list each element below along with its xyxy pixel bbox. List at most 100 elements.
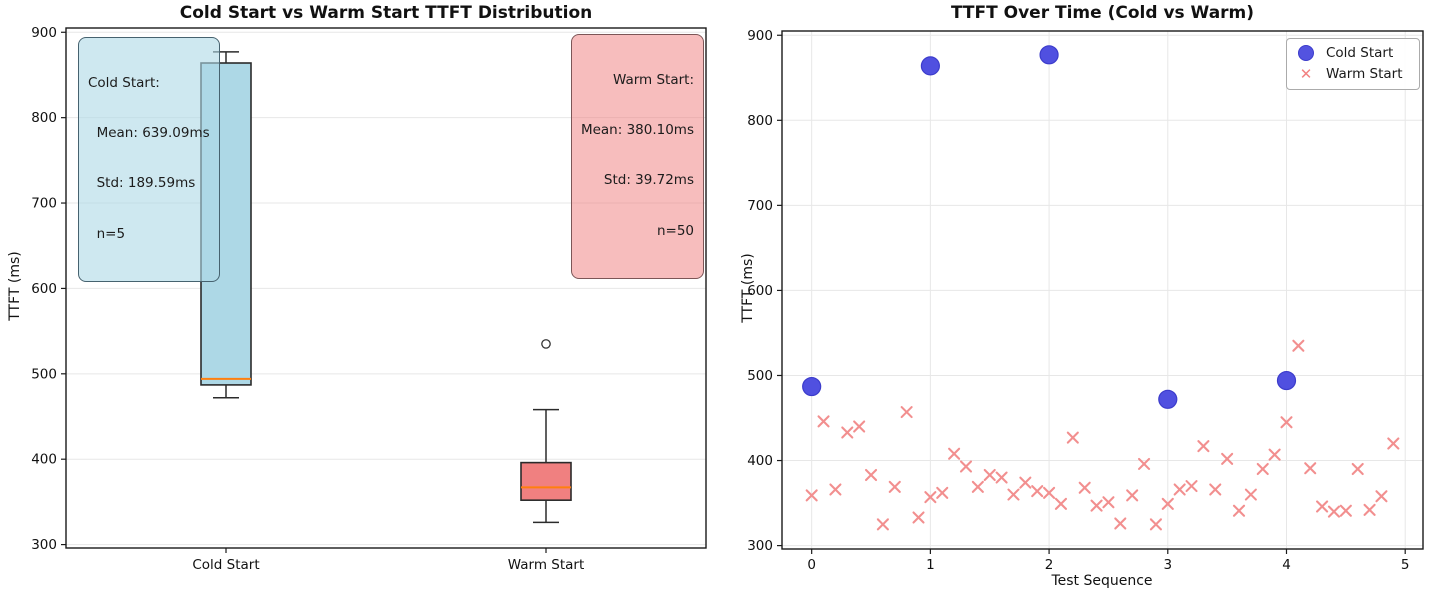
category-tick-label: Cold Start <box>192 557 259 573</box>
scatter-point-warm <box>1114 517 1127 530</box>
scatter-point-warm <box>1078 481 1091 494</box>
scatter-point-warm <box>1161 497 1174 510</box>
scatter-point-warm <box>1375 490 1388 503</box>
scatter-point-warm <box>1043 486 1056 499</box>
scatter-point-warm <box>1019 476 1032 489</box>
y-tick-label: 800 <box>31 110 57 126</box>
scatter-title: TTFT Over Time (Cold vs Warm) <box>950 3 1255 23</box>
stat-line: n=5 <box>88 225 126 242</box>
x-tick-label: 0 <box>807 557 816 573</box>
warm-start-marker-icon: ✕ <box>1299 64 1313 83</box>
cold-start-stats-annotation: Cold Start: Mean: 639.09ms Std: 189.59ms… <box>78 37 220 283</box>
stat-line: Warm Start: <box>612 71 694 88</box>
scatter-point-warm <box>1339 504 1352 517</box>
scatter-point-warm <box>1185 480 1198 493</box>
scatter-point-cold <box>920 56 940 76</box>
scatter-point-warm <box>995 471 1008 484</box>
x-tick-label: 4 <box>1282 557 1291 573</box>
scatter-point-warm <box>853 420 866 433</box>
scatter-point-warm <box>983 468 996 482</box>
y-tick-label: 300 <box>747 538 773 554</box>
scatter-point-cold <box>802 376 822 397</box>
category-tick-label: Warm Start <box>508 557 585 573</box>
scatter-point-warm <box>936 486 949 499</box>
x-tick-label: 5 <box>1401 557 1410 573</box>
y-tick-label: 900 <box>747 28 773 44</box>
scatter-point-warm <box>1256 462 1269 476</box>
scatter-legend: Cold Start ✕ Warm Start <box>1286 38 1420 90</box>
scatter-point-warm <box>1304 462 1317 475</box>
y-tick-label: 900 <box>31 25 57 41</box>
y-tick-label: 600 <box>31 281 57 297</box>
scatter-ylabel: TTFT (ms) <box>740 253 756 323</box>
y-tick-label: 300 <box>31 537 57 553</box>
cold-start-marker-icon <box>1298 45 1314 61</box>
y-tick-label: 400 <box>31 452 57 468</box>
scatter-point-warm <box>1007 488 1020 501</box>
scatter-point-warm <box>1316 500 1329 513</box>
stat-line: Std: 189.59ms <box>88 175 196 192</box>
y-tick-label: 800 <box>747 113 773 129</box>
boxplot-ylabel: TTFT (ms) <box>7 251 23 321</box>
outlier-point <box>541 339 551 349</box>
x-tick-label: 2 <box>1045 557 1054 573</box>
scatter-point-warm <box>1173 483 1186 496</box>
scatter-xlabel: Test Sequence <box>1051 573 1153 589</box>
y-tick-label: 500 <box>747 368 773 384</box>
scatter-point-warm <box>959 460 973 473</box>
scatter-point-warm <box>829 483 842 496</box>
scatter-point-warm <box>971 480 984 493</box>
scatter-point-warm <box>1292 339 1305 352</box>
scatter-point-warm <box>1363 503 1376 516</box>
scatter-point-warm <box>1090 499 1103 512</box>
scatter-point-warm <box>888 480 901 493</box>
scatter-point-warm <box>1268 448 1281 461</box>
scatter-point-cold <box>1039 45 1059 65</box>
scatter-point-warm <box>1137 457 1151 470</box>
scatter-point-warm <box>912 511 925 524</box>
y-tick-label: 700 <box>747 198 773 214</box>
y-tick-label: 700 <box>31 196 57 212</box>
scatter-point-warm <box>1244 488 1257 501</box>
scatter-point-cold <box>1276 370 1297 391</box>
scatter-point-warm <box>1280 416 1293 429</box>
x-tick-label: 3 <box>1163 557 1172 573</box>
scatter-point-warm <box>1209 483 1222 496</box>
y-tick-label: 400 <box>747 453 773 469</box>
scatter-point-warm <box>924 491 937 504</box>
scatter-point-warm <box>1149 518 1162 531</box>
scatter-point-warm <box>1102 496 1115 509</box>
legend-label: Cold Start <box>1326 45 1394 61</box>
scatter-point-warm <box>1221 452 1234 465</box>
scatter-point-warm <box>1232 504 1246 517</box>
legend-entry-cold-start: Cold Start <box>1295 43 1409 63</box>
scatter-point-warm <box>1351 462 1364 476</box>
scatter-point-warm <box>1031 485 1044 498</box>
scatter-point-cold <box>1158 389 1178 409</box>
scatter-point-warm <box>1197 440 1210 453</box>
legend-entry-warm-start: ✕ Warm Start <box>1295 64 1409 84</box>
scatter-point-warm <box>1066 431 1079 444</box>
scatter-point-warm <box>817 415 830 428</box>
stat-line: Mean: 639.09ms <box>88 124 210 141</box>
stat-line: Mean: 380.10ms <box>580 121 694 138</box>
stat-line: Cold Start: <box>88 74 160 91</box>
scatter-point-warm <box>900 406 913 419</box>
legend-label: Warm Start <box>1326 66 1403 82</box>
scatter-point-warm <box>841 426 854 439</box>
stat-line: n=50 <box>656 222 694 239</box>
scatter-point-warm <box>876 518 889 531</box>
scatter-point-warm <box>805 489 818 502</box>
scatter-point-warm <box>1054 497 1068 510</box>
boxplot-title: Cold Start vs Warm Start TTFT Distributi… <box>179 3 593 23</box>
scatter-point-warm <box>1327 505 1341 518</box>
scatter-point-warm <box>1387 437 1400 450</box>
stat-line: Std: 39.72ms <box>603 172 694 189</box>
warm-start-stats-annotation: Warm Start: Mean: 380.10ms Std: 39.72ms … <box>570 34 704 280</box>
scatter-point-warm <box>1126 489 1139 502</box>
y-tick-label: 600 <box>747 283 773 299</box>
x-tick-label: 1 <box>926 557 935 573</box>
y-tick-label: 500 <box>31 366 57 382</box>
scatter-point-warm <box>864 468 878 482</box>
